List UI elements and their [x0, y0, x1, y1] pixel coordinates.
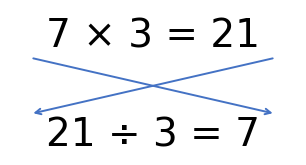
Text: 21 ÷ 3 = 7: 21 ÷ 3 = 7: [46, 116, 260, 154]
Text: 7 × 3 = 21: 7 × 3 = 21: [46, 17, 260, 55]
